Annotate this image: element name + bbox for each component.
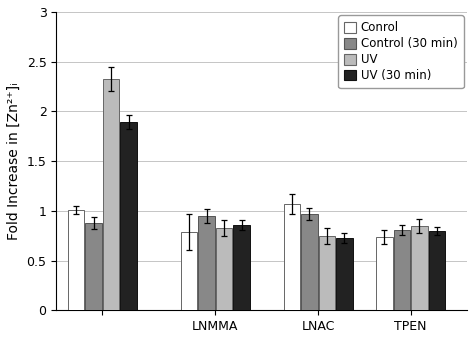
Bar (411, 226, 428, 310)
Y-axis label: Fold Increase in [Zn²⁺]ᵢ: Fold Increase in [Zn²⁺]ᵢ (7, 82, 21, 240)
Bar (301, 214, 318, 310)
Bar (376, 237, 392, 310)
Bar (284, 204, 300, 310)
Bar (181, 232, 198, 310)
Bar (336, 238, 353, 310)
Bar (428, 231, 445, 310)
Legend: Conrol, Control (30 min), UV, UV (30 min): Conrol, Control (30 min), UV, UV (30 min… (338, 16, 464, 88)
Bar (199, 216, 215, 310)
Bar (68, 210, 84, 310)
Bar (319, 236, 335, 310)
Bar (85, 223, 102, 310)
Bar (103, 79, 119, 310)
Bar (393, 230, 410, 310)
Bar (120, 122, 137, 310)
Bar (216, 228, 232, 310)
Bar (233, 225, 250, 310)
